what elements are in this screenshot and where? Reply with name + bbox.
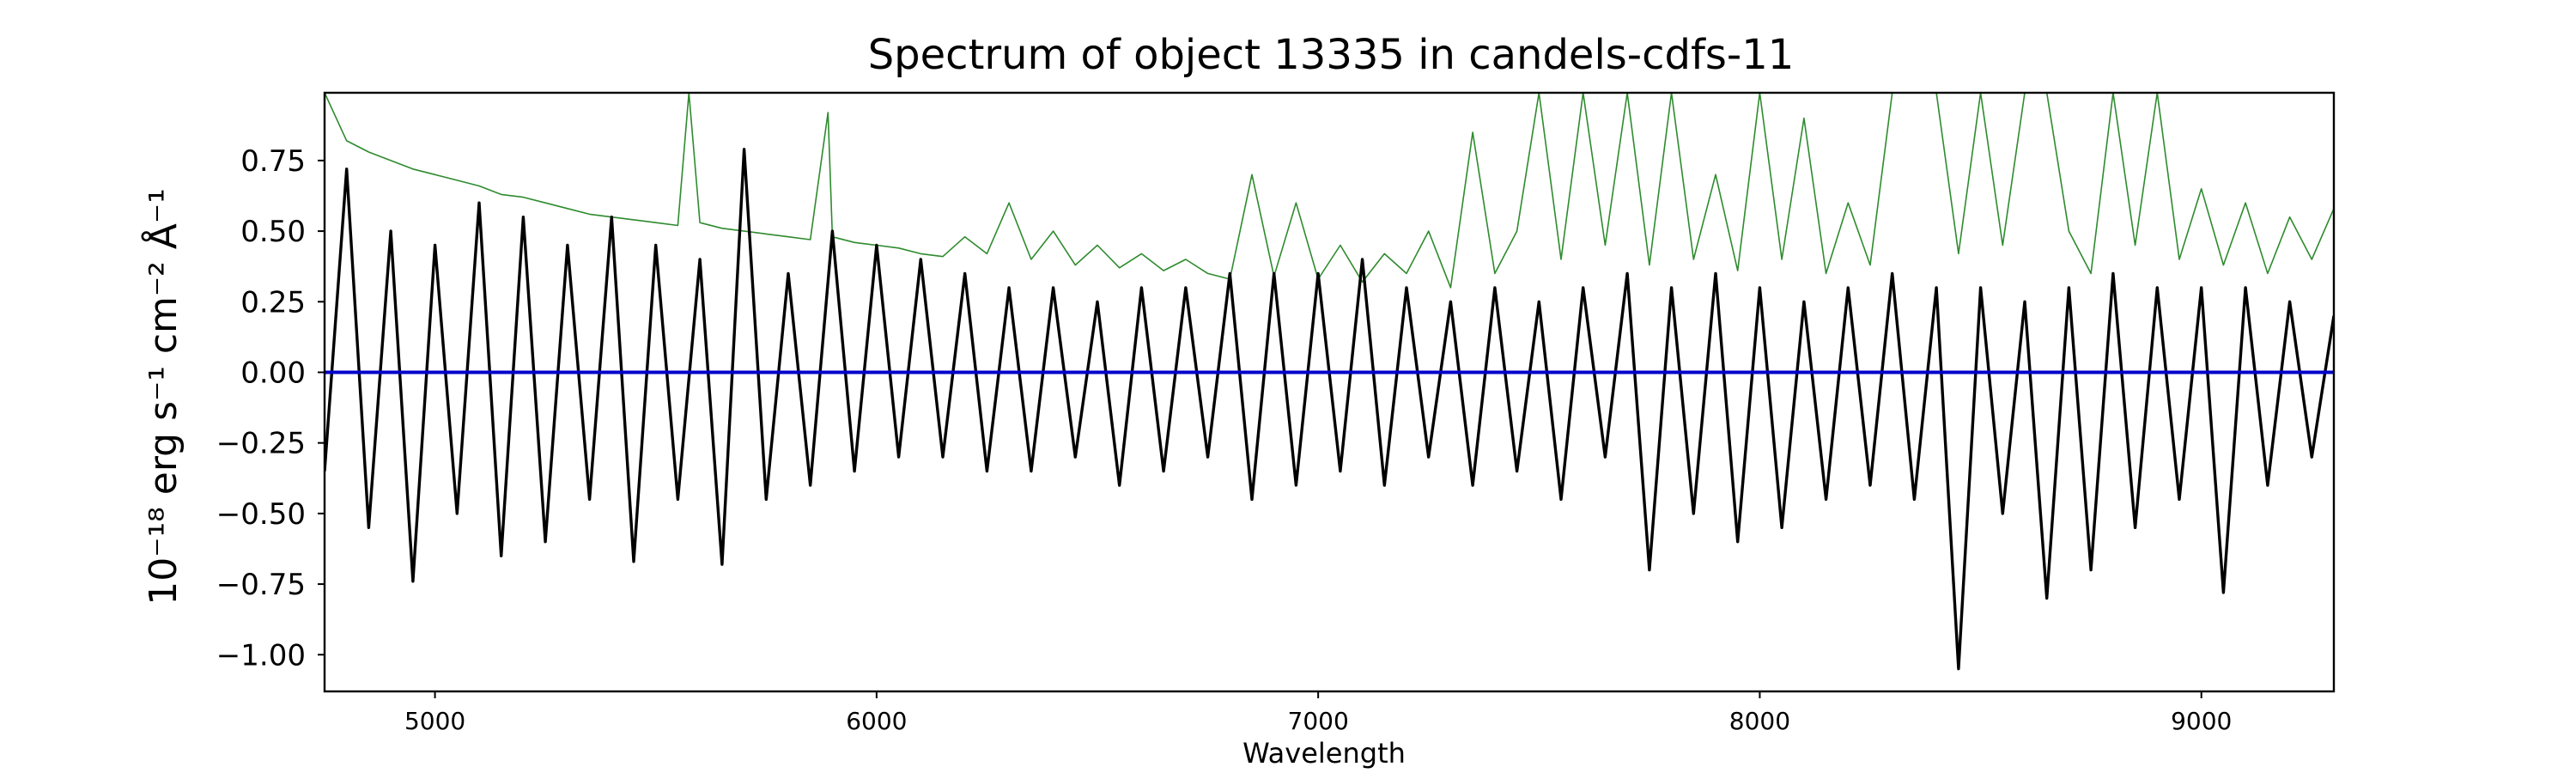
x-tick-label: 7000 (1288, 707, 1349, 735)
y-tick-label: 0.00 (240, 356, 306, 390)
x-tick-label: 8000 (1729, 707, 1790, 735)
y-axis-ticks: 0.75 0.50 0.25 0.00 −0.25 −0.50 −0.75 −1.00 (216, 144, 325, 673)
x-tick-label: 9000 (2171, 707, 2232, 735)
chart-title: Spectrum of object 13335 in candels-cdfs… (868, 31, 1795, 79)
x-tick-label: 5000 (404, 707, 465, 735)
series-line-1 (325, 93, 2334, 289)
y-axis-label: 10⁻¹⁸ erg s⁻¹ cm⁻² Å⁻¹ (140, 188, 185, 605)
x-axis-ticks: 5000 6000 7000 8000 9000 (404, 691, 2232, 735)
y-tick-label: −0.50 (216, 497, 306, 532)
y-tick-label: −0.25 (216, 427, 306, 461)
series-line-0 (325, 148, 2334, 671)
x-tick-label: 6000 (846, 707, 907, 735)
y-tick-label: 0.50 (240, 215, 306, 249)
series-group (325, 93, 2334, 671)
y-tick-label: −1.00 (216, 638, 306, 673)
y-tick-label: 0.25 (240, 285, 306, 320)
x-axis-label: Wavelength (1242, 737, 1406, 770)
y-tick-label: −0.75 (216, 568, 306, 602)
y-tick-label: 0.75 (240, 144, 306, 179)
plot-frame (323, 91, 2336, 693)
